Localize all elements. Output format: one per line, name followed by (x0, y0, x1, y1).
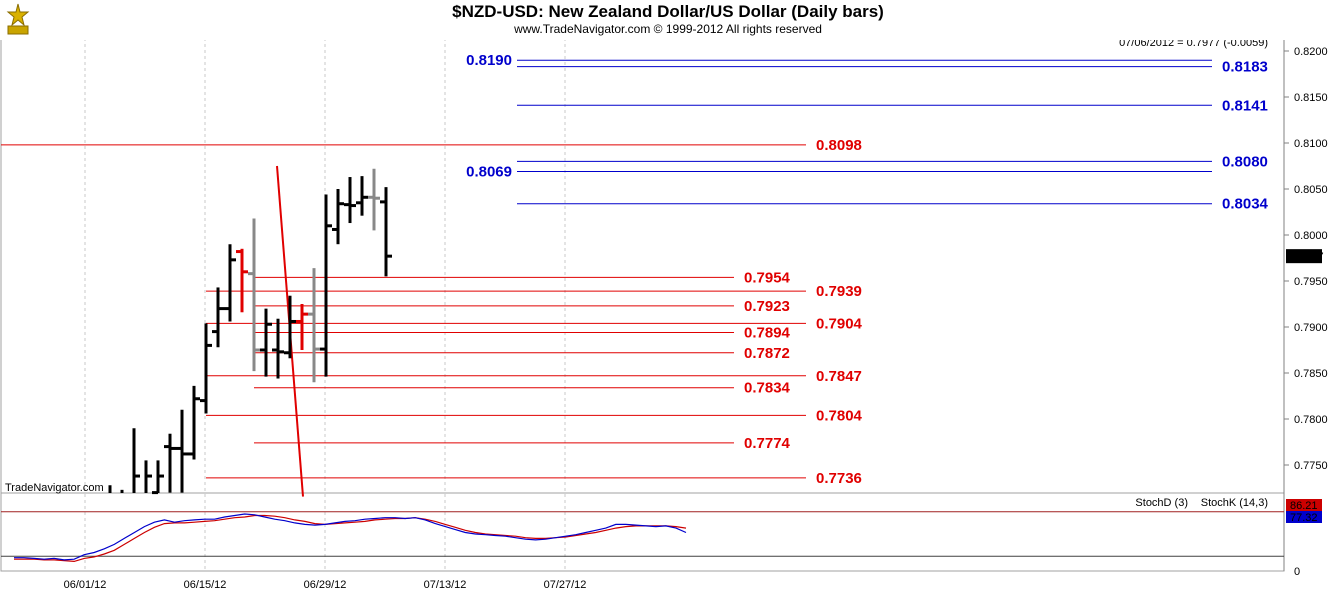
stoch-zero-tick: 0 (1294, 566, 1300, 578)
stoch-k-value: 77.32 (1290, 512, 1318, 524)
level-label: 0.8183 (1222, 59, 1268, 76)
stoch-d-value-box (1286, 499, 1322, 511)
ohlc-bar (296, 304, 308, 350)
x-tick-label: 07/27/12 (544, 579, 587, 591)
stoch-d-label: StochD (3) (1135, 497, 1188, 509)
x-tick-label: 06/15/12 (184, 579, 227, 591)
level-label: 0.7954 (744, 269, 791, 286)
ohlc-bar (152, 460, 164, 495)
last-price-label: 0.7977 (1290, 251, 1324, 263)
ohlc-bar (132, 428, 140, 493)
watermark: TradeNavigator.com (5, 482, 104, 494)
ohlc-bar (344, 177, 356, 224)
x-tick-label: 06/29/12 (304, 579, 347, 591)
level-label: 0.8069 (466, 164, 512, 181)
stoch-d-value: 86.21 (1290, 500, 1318, 512)
y-tick-label: 0.8100 (1294, 138, 1328, 150)
y-tick-label: 0.7900 (1294, 322, 1328, 334)
level-label: 0.8034 (1222, 196, 1269, 213)
stoch-k-label: StochK (14,3) (1201, 497, 1268, 509)
x-tick-label: 07/13/12 (424, 579, 467, 591)
ohlc-bar (380, 187, 392, 277)
ohlc-bar (188, 385, 200, 460)
stoch-k-line (14, 513, 687, 561)
chart-title: $NZD-USD: New Zealand Dollar/US Dollar (… (452, 2, 884, 21)
axes-layer: 06/01/12 06/15/12 06/29/12 07/13/12 07/27/12… (64, 46, 1328, 591)
ohlc-bar (308, 268, 320, 383)
y-tick-label: 0.8000 (1294, 230, 1328, 242)
y-tick-label: 0.7950 (1294, 276, 1328, 288)
ohlc-bar (272, 318, 284, 379)
level-label: 0.8098 (816, 137, 862, 154)
ohlc-bar (332, 189, 344, 245)
y-tick-label: 0.8050 (1294, 184, 1328, 196)
ohlc-bar (260, 308, 272, 377)
ohlc-bar (368, 168, 380, 231)
ohlc-bar (176, 409, 188, 493)
ohlc-bar (284, 295, 296, 359)
y-tick-label: 0.8150 (1294, 92, 1328, 104)
level-label: 0.7894 (744, 325, 791, 342)
level-label: 0.7904 (816, 315, 863, 332)
copyright: www.TradeNavigator.com © 1999-2012 All r… (514, 22, 822, 36)
ohlc-bar (248, 218, 260, 372)
ohlc-bar (200, 323, 212, 414)
level-label: 0.8080 (1222, 153, 1268, 170)
levels-layer: 0.8190 0.8183 0.8141 0.8098 0.8080 0.8069 0.80… (1, 52, 1269, 487)
last-info: 07/06/2012 = 0.7977 (-0.0059) (1119, 37, 1268, 49)
title-bar: $NZD-USD: New Zealand Dollar/US Dollar (… (0, 0, 1336, 40)
y-tick-label: 0.8200 (1294, 46, 1328, 58)
ohlc-bar (212, 287, 224, 348)
level-label: 0.7872 (744, 345, 790, 362)
level-label: 0.7923 (744, 298, 790, 315)
tradenavigator-logo-icon (6, 3, 30, 35)
level-label: 0.7774 (744, 435, 791, 452)
ohlc-bar (356, 176, 368, 216)
y-tick-label: 0.7850 (1294, 368, 1328, 380)
level-label: 0.8190 (466, 52, 512, 69)
level-label: 0.7834 (744, 380, 791, 397)
stoch-d-line (14, 514, 687, 563)
ohlc-bar (144, 460, 152, 493)
level-label: 0.7736 (816, 470, 862, 487)
x-tick-label: 06/01/12 (64, 579, 107, 591)
level-label: 0.8141 (1222, 97, 1268, 114)
level-label: 0.7847 (816, 368, 862, 385)
level-label: 0.7939 (816, 283, 862, 300)
bars-layer (108, 168, 392, 495)
ohlc-bar (224, 244, 236, 322)
last-price-box (1286, 249, 1322, 264)
y-tick-label: 0.7750 (1294, 460, 1328, 472)
ohlc-bar (164, 433, 176, 493)
ohlc-bar (320, 194, 332, 377)
level-label: 0.7804 (816, 407, 863, 424)
stoch-k-value-box (1286, 511, 1322, 523)
ohlc-bar (236, 248, 248, 313)
y-tick-label: 0.7800 (1294, 414, 1328, 426)
